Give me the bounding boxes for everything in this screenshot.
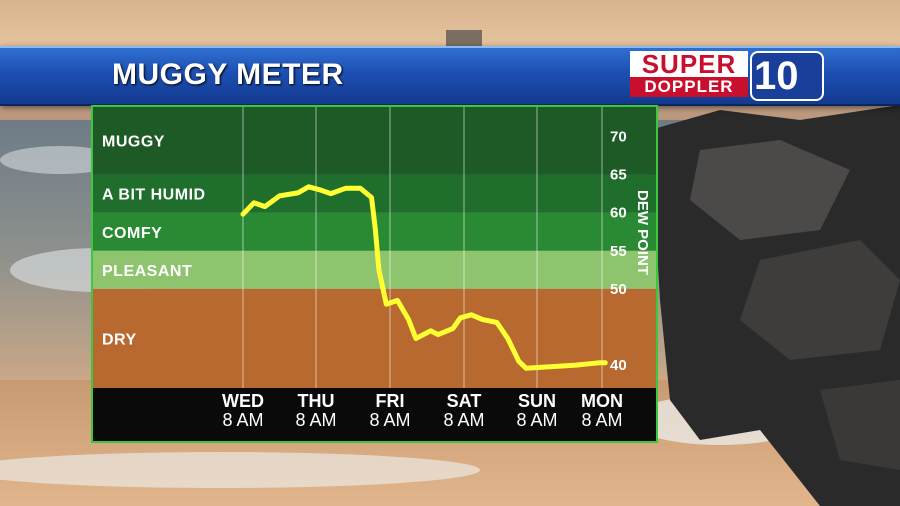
- dew-point-line: [240, 184, 608, 371]
- y-tick-label: 60: [610, 205, 627, 222]
- x-axis-band: [92, 388, 657, 442]
- y-tick-label: 55: [610, 243, 627, 260]
- band-muggy: [92, 106, 657, 175]
- x-tick-time-label: 8 AM: [369, 410, 410, 430]
- x-tick-day-label: FRI: [376, 391, 405, 411]
- x-tick-day-label: WED: [222, 391, 264, 411]
- band-label: PLEASANT: [102, 263, 192, 280]
- x-tick-day-label: SAT: [447, 391, 482, 411]
- x-tick-time-label: 8 AM: [443, 410, 484, 430]
- y-tick-label: 70: [610, 128, 627, 145]
- x-tick-time-label: 8 AM: [222, 410, 263, 430]
- band-dry: [92, 288, 657, 388]
- title-bar: MUGGY METER SUPER DOPPLER 10: [0, 46, 900, 106]
- band-label: COMFY: [102, 225, 162, 242]
- x-tick-time-label: 8 AM: [581, 410, 622, 430]
- logo-top-text: SUPER: [630, 51, 748, 77]
- logo-badge-text: 10: [754, 54, 799, 98]
- logo-bottom-text: DOPPLER: [630, 77, 748, 97]
- x-tick-time-label: 8 AM: [295, 410, 336, 430]
- y-tick-label: 50: [610, 281, 627, 298]
- y-tick-label: 65: [610, 167, 627, 184]
- band-label: MUGGY: [102, 133, 165, 150]
- x-tick-day-label: SUN: [518, 391, 556, 411]
- x-tick-day-label: THU: [298, 391, 335, 411]
- y-tick-label: 40: [610, 357, 627, 374]
- band-label: DRY: [102, 331, 137, 348]
- x-tick-time-label: 8 AM: [516, 410, 557, 430]
- y-axis-label: DEW POINT: [634, 190, 651, 275]
- band-label: A BIT HUMID: [102, 187, 206, 204]
- station-logo: SUPER DOPPLER 10: [630, 51, 824, 101]
- page-title: MUGGY METER: [112, 58, 344, 91]
- logo-badge: 10: [750, 51, 824, 101]
- x-tick-day-label: MON: [581, 391, 623, 411]
- band-pleasant: [92, 250, 657, 289]
- chart-frame: [91, 105, 658, 443]
